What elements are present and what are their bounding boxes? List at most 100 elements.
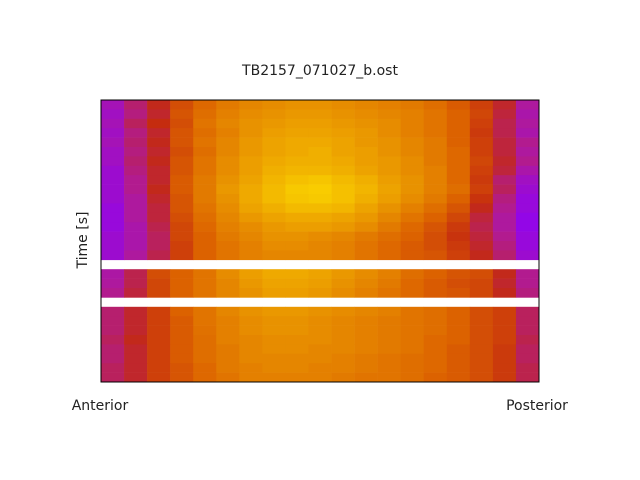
heatmap-cell bbox=[193, 241, 217, 251]
heatmap-cell bbox=[285, 212, 309, 223]
heatmap-cell bbox=[124, 118, 148, 129]
heatmap-cell bbox=[469, 175, 494, 185]
heatmap-cell bbox=[262, 269, 286, 279]
heatmap-cell bbox=[469, 147, 494, 157]
heatmap-cell bbox=[446, 222, 471, 232]
heatmap-cell bbox=[377, 363, 401, 373]
heatmap-cell bbox=[101, 222, 125, 232]
heatmap-cell bbox=[400, 241, 425, 251]
heatmap-cell bbox=[331, 325, 355, 336]
heatmap-cell bbox=[193, 137, 217, 148]
heatmap-cell bbox=[515, 241, 540, 251]
heatmap-cell bbox=[377, 335, 401, 345]
heatmap-cell bbox=[193, 212, 217, 223]
heatmap-cell bbox=[331, 353, 355, 364]
heatmap-cell bbox=[469, 212, 494, 223]
heatmap-cell bbox=[124, 241, 148, 251]
heatmap-cell bbox=[469, 335, 494, 345]
heatmap-cell bbox=[147, 203, 171, 214]
heatmap-cell bbox=[423, 147, 448, 157]
heatmap-cell bbox=[492, 156, 517, 167]
heatmap-cell bbox=[124, 372, 148, 383]
heatmap-cell bbox=[124, 363, 148, 373]
heatmap-cell bbox=[492, 278, 517, 289]
heatmap-cell bbox=[331, 165, 355, 176]
heatmap-cell bbox=[492, 353, 517, 364]
heatmap-cell bbox=[446, 137, 471, 148]
heatmap-cell bbox=[285, 325, 309, 336]
heatmap-cell bbox=[469, 306, 494, 317]
heatmap-cell bbox=[285, 231, 309, 242]
heatmap-cell bbox=[331, 194, 355, 204]
heatmap-cell bbox=[239, 288, 263, 298]
heatmap-cell bbox=[354, 100, 378, 110]
heatmap-cell bbox=[216, 335, 240, 345]
heatmap-cell bbox=[423, 184, 448, 195]
heatmap-cell bbox=[124, 175, 148, 185]
heatmap-cell bbox=[331, 316, 355, 326]
heatmap-cell bbox=[377, 353, 401, 364]
heatmap-cell bbox=[239, 222, 263, 232]
heatmap-cell bbox=[216, 203, 240, 214]
heatmap-cell bbox=[147, 118, 171, 129]
heatmap-cell bbox=[469, 118, 494, 129]
heatmap-cell bbox=[492, 128, 517, 138]
heatmap-cell bbox=[423, 222, 448, 232]
heatmap-cell bbox=[285, 100, 309, 110]
heatmap-cell bbox=[147, 344, 171, 355]
heatmap-cell bbox=[400, 288, 425, 298]
heatmap-cell bbox=[147, 147, 171, 157]
heatmap-cell bbox=[308, 128, 332, 138]
heatmap-cell bbox=[308, 353, 332, 364]
heatmap-cell bbox=[193, 147, 217, 157]
heatmap-cell bbox=[285, 316, 309, 326]
heatmap-cell bbox=[354, 175, 378, 185]
heatmap-cell bbox=[101, 353, 125, 364]
heatmap-cell bbox=[354, 325, 378, 336]
heatmap-cell bbox=[147, 109, 171, 120]
heatmap-cell bbox=[239, 306, 263, 317]
heatmap-cell bbox=[193, 372, 217, 383]
heatmap-cell bbox=[262, 165, 286, 176]
heatmap-cell bbox=[124, 212, 148, 223]
heatmap-cell bbox=[124, 344, 148, 355]
heatmap-cell bbox=[170, 241, 194, 251]
heatmap-cell bbox=[492, 184, 517, 195]
heatmap-cell bbox=[124, 147, 148, 157]
heatmap-cell bbox=[331, 100, 355, 110]
heatmap-cell bbox=[446, 203, 471, 214]
heatmap-cell bbox=[239, 250, 263, 261]
heatmap-cell bbox=[446, 306, 471, 317]
heatmap-cell bbox=[308, 231, 332, 242]
heatmap-cell bbox=[216, 372, 240, 383]
heatmap-cell bbox=[400, 353, 425, 364]
heatmap-cell bbox=[170, 222, 194, 232]
heatmap-cell bbox=[124, 325, 148, 336]
heatmap-cell bbox=[308, 306, 332, 317]
heatmap-cell bbox=[423, 194, 448, 204]
heatmap-cell bbox=[400, 194, 425, 204]
heatmap-cell bbox=[262, 128, 286, 138]
heatmap-cell bbox=[446, 128, 471, 138]
heatmap-cell bbox=[515, 306, 540, 317]
heatmap-cell bbox=[262, 156, 286, 167]
heatmap-cell bbox=[147, 288, 171, 298]
heatmap-cell bbox=[101, 288, 125, 298]
heatmap-cell bbox=[400, 316, 425, 326]
heatmap-cell bbox=[170, 363, 194, 373]
heatmap-cell bbox=[423, 278, 448, 289]
heatmap-cell bbox=[216, 165, 240, 176]
heatmap-cell bbox=[492, 118, 517, 129]
heatmap-cell bbox=[216, 222, 240, 232]
heatmap-cell bbox=[262, 212, 286, 223]
heatmap-cell bbox=[147, 372, 171, 383]
heatmap-cell bbox=[377, 100, 401, 110]
heatmap-cell bbox=[423, 175, 448, 185]
heatmap-cell bbox=[446, 175, 471, 185]
heatmap-cell bbox=[469, 203, 494, 214]
heatmap-cell bbox=[262, 344, 286, 355]
heatmap-cell bbox=[239, 137, 263, 148]
heatmap-cell bbox=[331, 250, 355, 261]
heatmap-cell bbox=[446, 147, 471, 157]
heatmap-cell bbox=[492, 147, 517, 157]
